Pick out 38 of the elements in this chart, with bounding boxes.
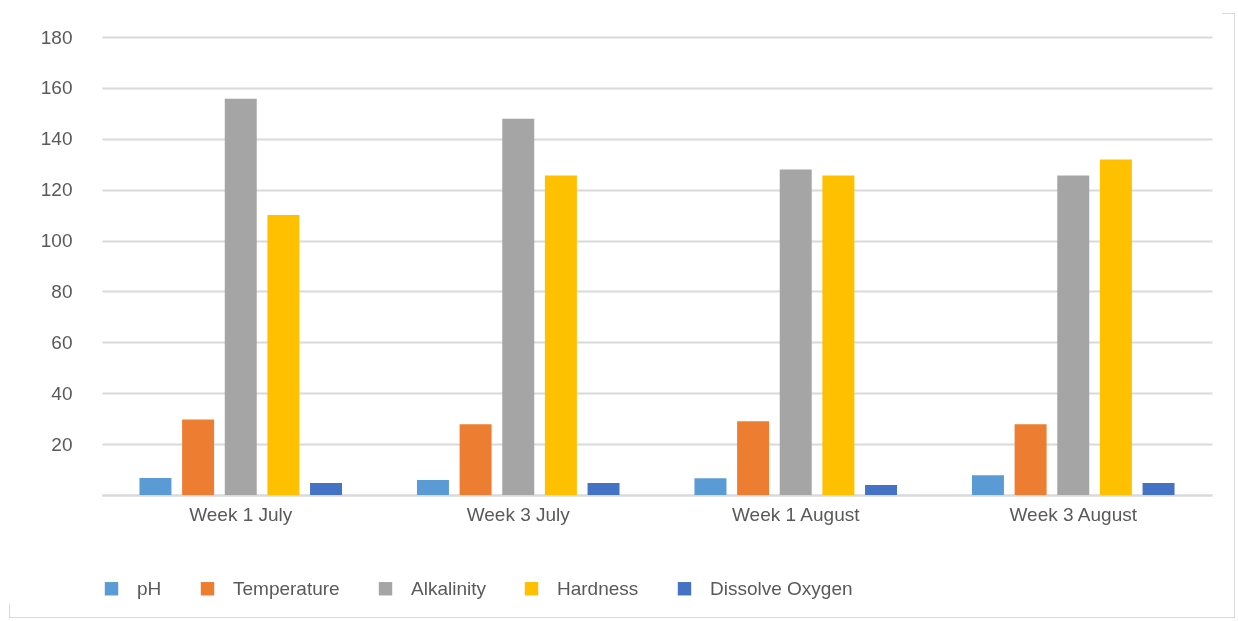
bar [694,478,727,495]
bar [1057,175,1090,495]
legend-label: Dissolve Oxygen [710,577,853,599]
bar [822,175,855,495]
bar [182,419,215,495]
legend-label: Hardness [557,577,639,599]
x-tick-label: Week 1 August [732,503,861,525]
bar [416,479,449,495]
bar [779,169,812,495]
bar [502,118,535,495]
x-tick-label: Week 1 July [189,503,293,525]
bar [1099,159,1132,495]
bar [971,475,1004,495]
bar [1142,483,1175,495]
y-tick-label: 140 [40,128,73,150]
bar [459,424,492,495]
x-tick-label: Week 3 July [466,503,571,525]
y-tick-label: 160 [40,77,73,99]
bar [139,477,172,495]
y-tick-label: 60 [51,331,73,353]
legend-label: pH [137,577,162,599]
legend-label: Temperature [233,577,340,599]
bar [224,98,257,495]
bar [587,483,620,495]
bar [267,215,300,495]
y-tick-label: 100 [40,230,73,252]
bar [310,483,343,495]
x-tick-label: Week 3 August [1009,503,1138,525]
y-tick-label: 20 [51,433,73,455]
y-tick-label: 80 [51,280,73,302]
y-tick-label: 40 [51,382,73,404]
bar [1014,424,1047,495]
y-tick-label: 180 [40,26,73,48]
bar [737,421,770,495]
y-tick-label: 120 [40,179,73,201]
bar [544,175,577,495]
legend-label: Alkalinity [411,577,487,599]
bar [865,485,898,495]
